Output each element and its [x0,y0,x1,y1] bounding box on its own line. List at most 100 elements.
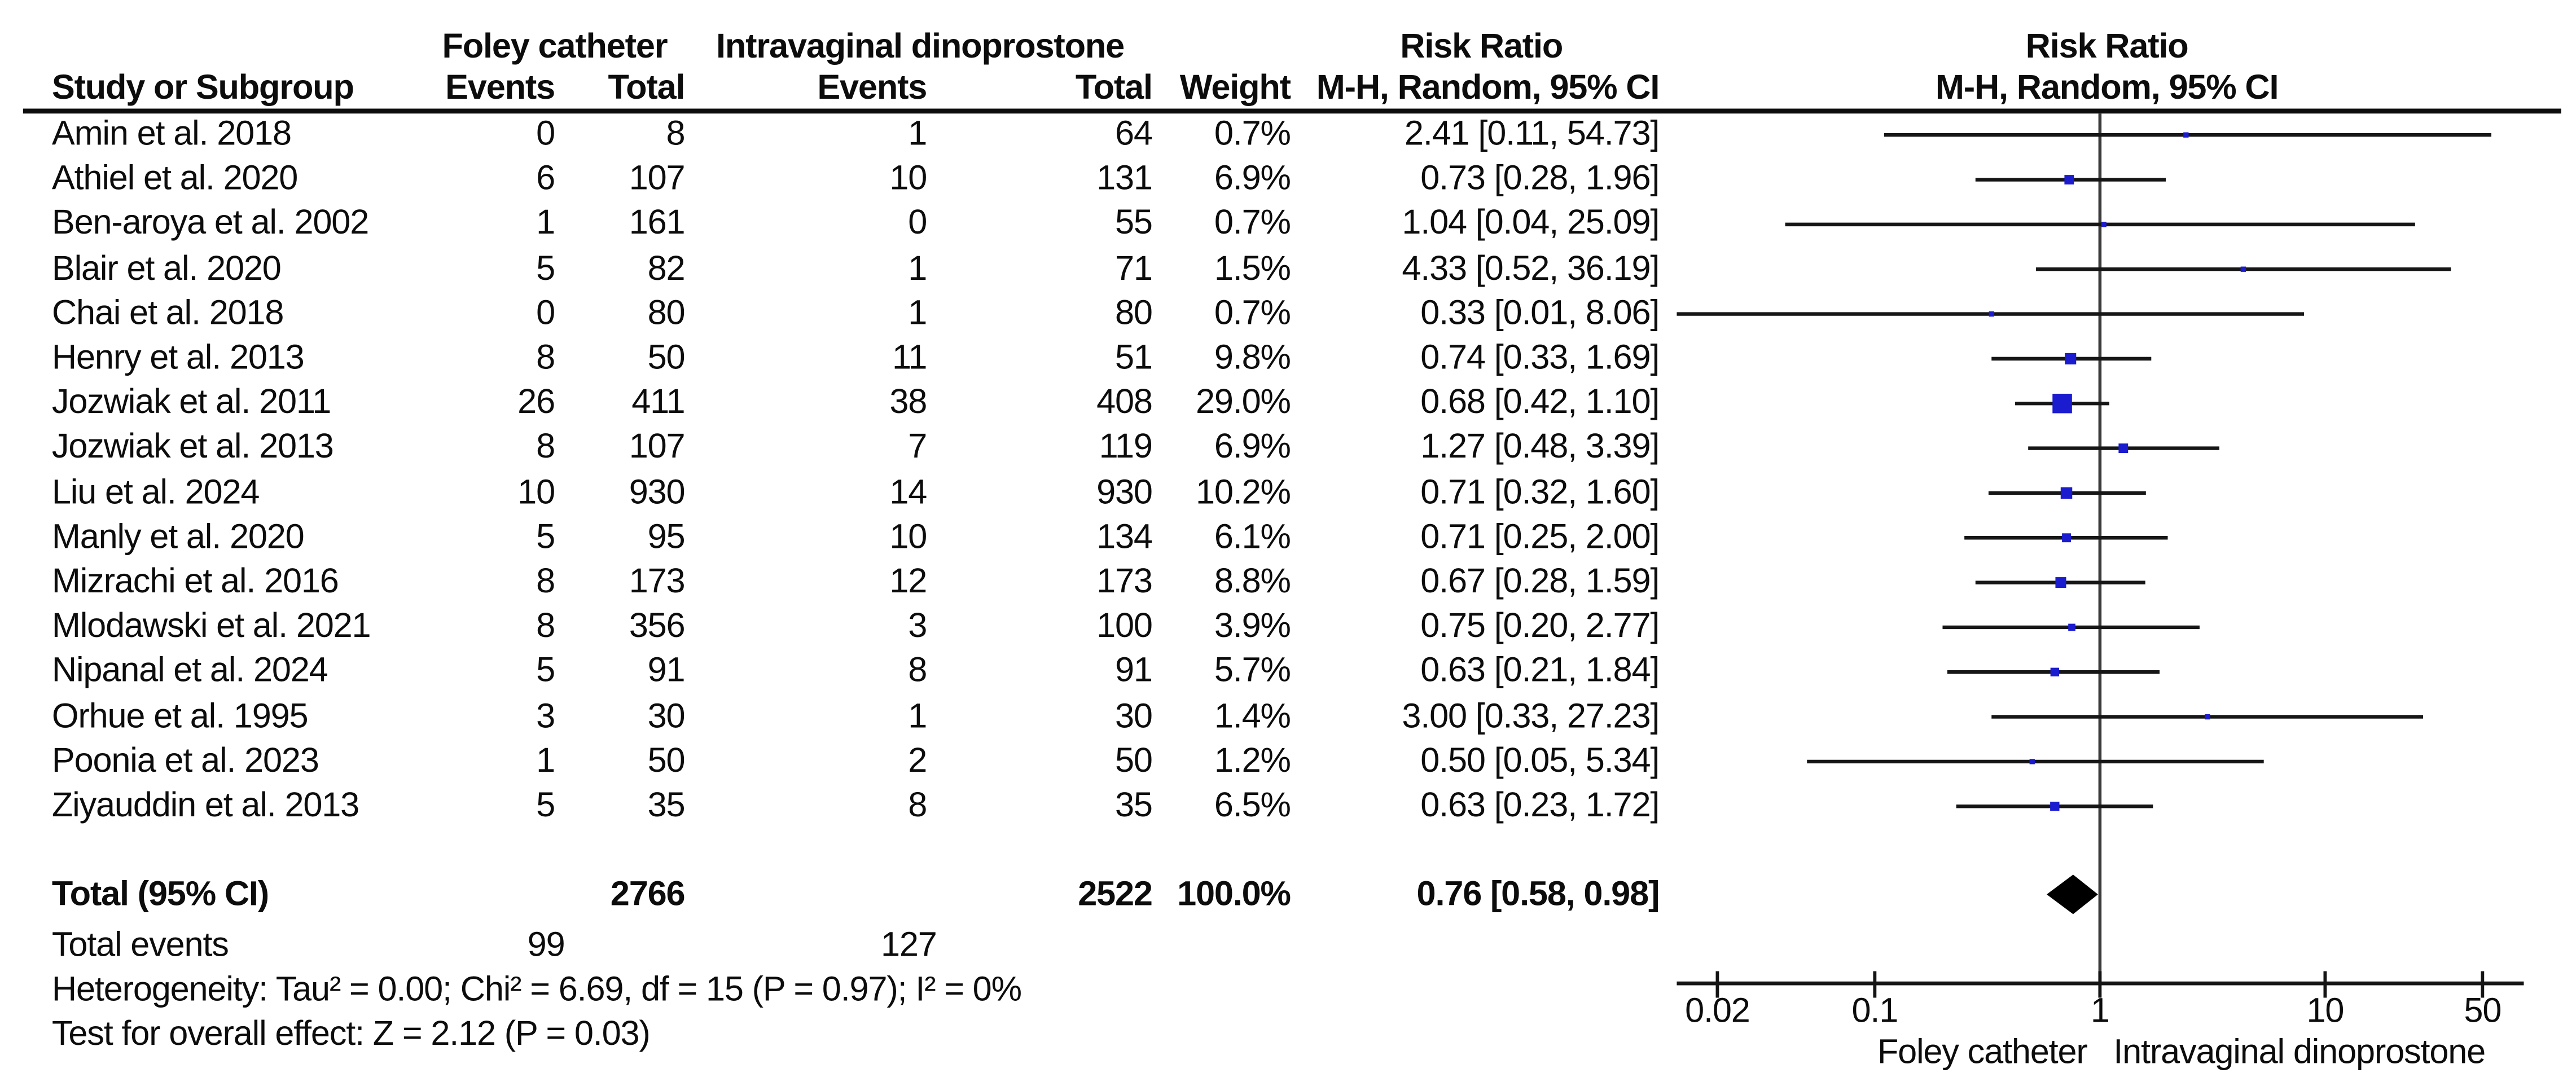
study-rr: 0.63 [0.21, 1.84] [1420,652,1660,691]
study-name: Amin et al. 2018 [51,115,292,153]
study-weight: 5.7% [1214,652,1291,691]
study-total1: 173 [629,562,686,601]
study-weight: 10.2% [1195,473,1291,511]
overall-effect-test: Test for overall effect: Z = 2.12 (P = 0… [51,1015,651,1053]
study-name: Henry et al. 2013 [51,338,305,377]
study-events2: 1 [908,294,927,332]
study-total1: 356 [629,607,686,645]
study-events1: 5 [536,518,555,556]
effect-marker [2240,266,2246,272]
effect-marker [1989,311,1994,317]
risk-ratio-column-title: Risk Ratio [1400,28,1563,66]
study-events2: 11 [892,338,927,377]
study-name: Nipanal et al. 2024 [51,652,328,691]
effect-marker [2118,443,2129,453]
study-events1: 10 [517,473,555,511]
study-rr: 0.63 [0.23, 1.72] [1420,786,1660,825]
study-events2: 7 [908,428,927,467]
effect-marker [2060,487,2073,499]
study-weight: 1.5% [1214,249,1291,288]
effect-marker [2050,667,2059,676]
effect-marker [2068,623,2075,631]
study-events2: 10 [889,518,927,556]
study-name: Ben-aroya et al. 2002 [51,204,369,243]
study-rr: 0.73 [0.28, 1.96] [1420,160,1660,198]
effect-marker [2052,393,2072,414]
total-events-label: Total events [51,925,229,964]
study-events2: 2 [908,741,927,780]
study-total2: 91 [1115,652,1153,691]
study-events1: 6 [536,160,555,198]
study-total2: 119 [1099,428,1153,467]
favours-right-label: Intravaginal dinoprostone [2113,1033,2486,1071]
study-column-header: Study or Subgroup [51,69,354,107]
study-name: Orhue et al. 1995 [51,697,309,735]
effect-marker [2055,577,2066,588]
study-name: Mizrachi et al. 2016 [51,562,339,601]
x-axis-tick-label: 1 [2090,992,2110,1030]
x-axis-tick-label: 0.1 [1851,992,1899,1030]
study-events1: 1 [536,741,555,780]
study-events1: 5 [536,652,555,691]
study-events1: 1 [536,204,555,243]
study-events2: 1 [908,249,927,288]
study-total1: 91 [647,652,686,691]
total-rr-ci: 0.76 [0.58, 0.98] [1416,874,1660,913]
effect-marker [2101,222,2107,227]
column-group-dinoprostone: Intravaginal dinoprostone [716,28,1125,66]
effect-marker [2064,175,2074,184]
study-weight: 0.7% [1214,115,1291,153]
effect-marker [2183,132,2189,138]
study-rr: 0.74 [0.33, 1.69] [1420,338,1660,377]
study-name: Mlodawski et al. 2021 [51,607,371,645]
column-group-foley-catheter: Foley catheter [442,28,668,66]
study-rr: 0.75 [0.20, 2.77] [1420,607,1660,645]
study-weight: 29.0% [1195,384,1291,422]
total-events-foley: 99 [527,925,565,964]
effect-marker [2065,353,2077,364]
study-total1: 8 [666,115,686,153]
study-name: Chai et al. 2018 [51,294,284,332]
study-events2: 38 [889,384,927,422]
study-total2: 51 [1115,338,1153,377]
study-total1: 107 [629,428,686,467]
study-total1: 930 [629,473,686,511]
foley-total-column-header: Total [608,69,685,107]
header-rule [23,108,2561,113]
study-events2: 10 [889,160,927,198]
study-events1: 8 [536,428,555,467]
study-rr: 0.50 [0.05, 5.34] [1420,741,1660,780]
study-total1: 161 [629,204,686,243]
effect-marker [2062,533,2071,543]
study-rr: 1.04 [0.04, 25.09] [1402,204,1660,243]
risk-ratio-plot-title: Risk Ratio [2025,28,2189,66]
favours-left-label: Foley catheter [1877,1033,2088,1071]
study-rr: 0.71 [0.32, 1.60] [1420,473,1660,511]
x-axis-tick-label: 50 [2464,992,2502,1030]
study-weight: 6.5% [1214,786,1291,825]
study-weight: 8.8% [1214,562,1291,601]
study-events1: 0 [536,115,555,153]
study-events1: 5 [536,786,555,825]
study-total2: 100 [1096,607,1153,645]
total-diamond [2046,874,2098,914]
study-weight: 6.9% [1214,160,1291,198]
study-weight: 6.1% [1214,518,1291,556]
study-total2: 173 [1096,562,1153,601]
study-name: Athiel et al. 2020 [51,160,299,198]
study-total2: 35 [1115,786,1153,825]
foley-events-column-header: Events [445,69,555,107]
study-events1: 3 [536,697,555,735]
study-events1: 0 [536,294,555,332]
study-events2: 14 [889,473,927,511]
study-weight: 1.2% [1214,741,1291,780]
study-total1: 30 [647,697,686,735]
study-weight: 1.4% [1214,697,1291,735]
effect-marker [2205,714,2210,720]
heterogeneity-stats: Heterogeneity: Tau² = 0.00; Chi² = 6.69,… [51,970,1022,1008]
x-axis-tick-label: 0.02 [1685,992,1750,1030]
study-events2: 1 [908,697,927,735]
study-rr: 0.33 [0.01, 8.06] [1420,294,1660,332]
study-name: Jozwiak et al. 2013 [51,428,334,467]
